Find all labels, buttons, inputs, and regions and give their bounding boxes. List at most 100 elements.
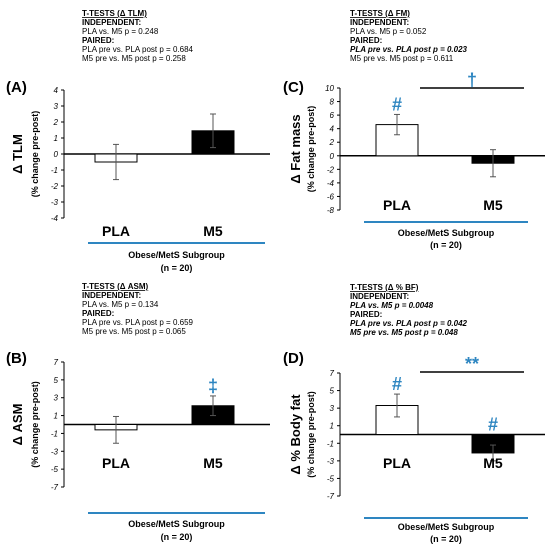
category-label: M5: [203, 223, 223, 239]
group-n-label: (n = 20): [430, 534, 462, 544]
y-tick-label: 1: [330, 422, 334, 431]
comparison-symbol: **: [465, 354, 479, 374]
y-tick-label: 8: [330, 98, 335, 107]
y-tick-label: 1: [54, 412, 58, 421]
y-tick-label: -1: [51, 429, 58, 438]
y-tick-label: -6: [327, 192, 335, 201]
stats-independent-label: INDEPENDENT:: [350, 292, 409, 301]
stats-line: PLA vs. M5 p = 0.0048: [350, 301, 434, 310]
stats-line: M5 pre vs. M5 post p = 0.611: [350, 54, 454, 63]
y-tick-label: 3: [330, 404, 335, 413]
category-label: PLA: [383, 197, 411, 213]
chart-panel-1: T-TESTS (Δ TLM)INDEPENDENT:PLA vs. M5 p …: [6, 9, 270, 273]
y-axis-subtitle: (% change pre-post): [30, 111, 40, 198]
y-tick-label: -3: [327, 457, 335, 466]
category-label: M5: [483, 455, 503, 471]
y-tick-label: 5: [330, 387, 335, 396]
group-n-label: (n = 20): [430, 240, 462, 250]
category-label: PLA: [102, 223, 130, 239]
y-tick-label: -7: [51, 483, 59, 492]
stats-line: M5 pre vs. M5 post p = 0.048: [350, 328, 458, 337]
y-tick-label: 2: [53, 118, 59, 127]
y-tick-label: -3: [51, 198, 59, 207]
y-tick-label: 7: [54, 358, 59, 367]
significance-marker: #: [392, 374, 402, 394]
chart-panel-4: T-TESTS (Δ % BF)INDEPENDENT:PLA vs. M5 p…: [283, 283, 545, 544]
y-axis-subtitle: (% change pre-post): [306, 106, 316, 193]
y-tick-label: -7: [327, 492, 335, 501]
stats-line: PLA vs. M5 p = 0.248: [82, 27, 159, 36]
stats-line: M5 pre vs. M5 post p = 0.258: [82, 54, 186, 63]
group-n-label: (n = 20): [161, 532, 193, 542]
stats-line: M5 pre vs. M5 post p = 0.065: [82, 327, 186, 336]
y-tick-label: 7: [330, 369, 335, 378]
category-label: M5: [483, 197, 503, 213]
y-tick-label: -5: [327, 474, 335, 483]
group-n-label: (n = 20): [161, 263, 193, 273]
stats-paired-label: PAIRED:: [82, 36, 114, 45]
y-axis-title: Δ Fat mass: [288, 114, 303, 183]
group-label: Obese/MetS Subgroup: [128, 519, 225, 529]
stats-title: T-TESTS (Δ FM): [350, 9, 410, 18]
stats-line: PLA vs. M5 p = 0.052: [350, 27, 427, 36]
category-label: PLA: [383, 455, 411, 471]
stats-independent-label: INDEPENDENT:: [350, 18, 409, 27]
stats-independent-label: INDEPENDENT:: [82, 18, 141, 27]
y-tick-label: 0: [54, 150, 59, 159]
y-tick-label: -3: [51, 447, 59, 456]
y-axis-title: Δ % Body fat: [288, 394, 303, 475]
stats-line: PLA pre vs. PLA post p = 0.684: [82, 45, 194, 54]
y-tick-label: 0: [330, 152, 335, 161]
group-label: Obese/MetS Subgroup: [398, 522, 495, 532]
stats-title: T-TESTS (Δ % BF): [350, 283, 419, 292]
stats-block: T-TESTS (Δ FM)INDEPENDENT:PLA vs. M5 p =…: [350, 9, 468, 63]
y-tick-label: -2: [327, 165, 335, 174]
panel-label: (B): [6, 350, 27, 367]
y-tick-label: 5: [54, 376, 59, 385]
panel-label: (C): [283, 79, 304, 96]
category-label: M5: [203, 455, 223, 471]
stats-line: PLA pre vs. PLA post p = 0.023: [350, 45, 468, 54]
y-axis-subtitle: (% change pre-post): [306, 391, 316, 478]
stats-line: PLA pre vs. PLA post p = 0.659: [82, 318, 194, 327]
y-tick-label: 4: [330, 125, 335, 134]
bar-pla: [375, 124, 419, 157]
stats-paired-label: PAIRED:: [350, 36, 382, 45]
y-tick-label: -8: [327, 206, 335, 215]
stats-block: T-TESTS (Δ % BF)INDEPENDENT:PLA vs. M5 p…: [350, 283, 468, 337]
y-tick-label: -1: [51, 166, 58, 175]
stats-block: T-TESTS (Δ ASM)INDEPENDENT:PLA vs. M5 p …: [82, 282, 194, 336]
y-tick-label: 3: [54, 394, 59, 403]
y-tick-label: -4: [327, 179, 335, 188]
y-tick-label: 4: [54, 86, 59, 95]
stats-independent-label: INDEPENDENT:: [82, 291, 141, 300]
y-tick-label: 10: [325, 84, 334, 93]
stats-line: PLA pre vs. PLA post p = 0.042: [350, 319, 468, 328]
category-label: PLA: [102, 455, 130, 471]
y-tick-label: -5: [51, 465, 59, 474]
y-axis-title: Δ ASM: [10, 404, 25, 446]
chart-panel-2: T-TESTS (Δ FM)INDEPENDENT:PLA vs. M5 p =…: [283, 9, 545, 250]
y-axis-title: Δ TLM: [10, 134, 25, 174]
y-tick-label: -4: [51, 214, 59, 223]
y-tick-label: 1: [54, 134, 58, 143]
stats-paired-label: PAIRED:: [350, 310, 382, 319]
y-tick-label: 2: [329, 138, 335, 147]
panel-label: (D): [283, 350, 304, 367]
stats-block: T-TESTS (Δ TLM)INDEPENDENT:PLA vs. M5 p …: [82, 9, 194, 63]
y-tick-label: -2: [51, 182, 59, 191]
stats-title: T-TESTS (Δ ASM): [82, 282, 149, 291]
significance-marker: #: [392, 94, 402, 114]
stats-paired-label: PAIRED:: [82, 309, 114, 318]
y-tick-label: 6: [330, 111, 335, 120]
panel-label: (A): [6, 79, 27, 96]
stats-line: PLA vs. M5 p = 0.134: [82, 300, 159, 309]
y-tick-label: 3: [54, 102, 59, 111]
comparison-symbol: †: [467, 70, 477, 90]
significance-marker: #: [488, 415, 498, 435]
significance-marker: ‡: [208, 376, 218, 396]
group-label: Obese/MetS Subgroup: [128, 250, 225, 260]
y-tick-label: -1: [327, 439, 334, 448]
chart-panel-3: T-TESTS (Δ ASM)INDEPENDENT:PLA vs. M5 p …: [6, 282, 270, 542]
